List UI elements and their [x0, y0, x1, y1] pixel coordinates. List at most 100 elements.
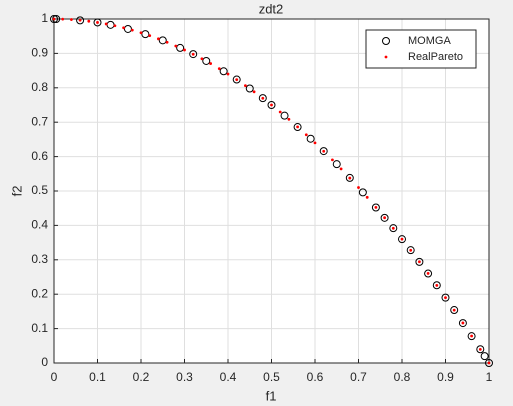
scatter-point [226, 72, 230, 76]
scatter-point [70, 18, 73, 21]
scatter-point [93, 18, 102, 27]
scatter-point [331, 158, 334, 162]
scatter-point [191, 52, 195, 56]
scatter-point [432, 281, 441, 290]
scatter-point [139, 31, 143, 35]
y-tick-label: 0.3 [31, 252, 48, 266]
scatter-point [122, 26, 125, 30]
scatter-point [158, 36, 167, 45]
scatter-point [217, 67, 221, 71]
x-tick-label: 0.2 [133, 370, 150, 384]
scatter-point [200, 57, 204, 61]
x-tick-label: 0.6 [307, 370, 324, 384]
legend-marker [384, 55, 388, 59]
legend-label: RealPareto [408, 51, 463, 63]
scatter-point [278, 110, 282, 114]
scatter-point [235, 78, 239, 82]
scatter-point [458, 319, 467, 328]
scatter-point [409, 248, 413, 252]
x-tick-label: 0.7 [350, 370, 367, 384]
scatter-point [280, 111, 289, 120]
scatter-point [232, 75, 241, 84]
scatter-point [374, 205, 378, 209]
y-tick-label: 0.5 [31, 183, 48, 197]
y-tick-label: 0.7 [31, 114, 48, 128]
legend-label: MOMGA [408, 35, 451, 47]
scatter-point [189, 50, 198, 59]
x-tick-label: 0.9 [437, 370, 454, 384]
scatter-point [487, 361, 491, 365]
scatter-point [380, 213, 389, 222]
scatter-point [76, 16, 85, 25]
scatter-point [174, 44, 178, 48]
y-tick-label: 0.9 [31, 46, 48, 60]
scatter-point [258, 94, 267, 103]
scatter-point [332, 160, 341, 169]
scatter-point [141, 30, 150, 39]
y-tick-label: 0.4 [31, 218, 48, 232]
scatter-point [304, 133, 308, 137]
scatter-point [383, 216, 386, 220]
x-tick-label: 1 [486, 370, 493, 384]
scatter-point [123, 24, 132, 33]
scatter-point [148, 34, 152, 38]
scatter-point [322, 149, 326, 153]
scatter-point [415, 257, 424, 266]
y-tick-label: 0.8 [31, 80, 48, 94]
scatter-point [96, 21, 99, 24]
scatter-point [202, 56, 211, 65]
chart-title: zdt2 [259, 1, 284, 16]
scatter-point [209, 62, 213, 65]
scatter-point [345, 173, 354, 182]
x-tick-label: 0.3 [176, 370, 193, 384]
scatter-point [450, 306, 459, 315]
scatter-point [480, 352, 489, 361]
scatter-point [470, 334, 473, 338]
x-tick-label: 0.8 [394, 370, 411, 384]
y-tick-label: 1 [41, 11, 48, 25]
scatter-point [183, 48, 186, 52]
scatter-point [441, 293, 450, 302]
legend-box [365, 29, 477, 69]
legend-marker [382, 37, 390, 45]
scatter-point [467, 332, 476, 341]
scatter-point [78, 18, 82, 22]
scatter-point [306, 134, 315, 143]
scatter-point [476, 345, 485, 354]
scatter-point [478, 347, 482, 351]
x-tick-label: 0.4 [220, 370, 237, 384]
x-axis-label: f1 [266, 388, 277, 403]
scatter-point [406, 246, 415, 255]
scatter-point [426, 272, 430, 275]
x-tick-label: 0.1 [89, 370, 106, 384]
scatter-point [444, 296, 447, 300]
scatter-point [270, 103, 273, 107]
scatter-point [287, 117, 291, 121]
scatter-point [400, 237, 404, 241]
scatter-point [339, 167, 343, 171]
scatter-point [371, 203, 380, 212]
scatter-point [52, 17, 56, 21]
scatter-point [219, 67, 228, 76]
y-tick-label: 0.2 [31, 286, 48, 300]
scatter-point [296, 125, 299, 129]
scatter-point [391, 226, 395, 230]
scatter-point [435, 283, 439, 287]
scatter-point [104, 22, 108, 26]
scatter-point [358, 188, 367, 197]
axes-box [53, 18, 490, 364]
scatter-point [113, 24, 117, 28]
scatter-point [357, 186, 360, 189]
scatter-point [398, 235, 406, 244]
scatter-point [50, 15, 58, 23]
scatter-point [319, 147, 328, 156]
scatter-point [244, 84, 247, 87]
scatter-point [61, 17, 65, 21]
scatter-point [261, 96, 265, 100]
scatter-point [485, 359, 493, 367]
scatter-point [461, 321, 465, 325]
y-tick-label: 0 [41, 355, 48, 369]
scatter-point [424, 269, 433, 278]
scatter-point [389, 224, 398, 233]
